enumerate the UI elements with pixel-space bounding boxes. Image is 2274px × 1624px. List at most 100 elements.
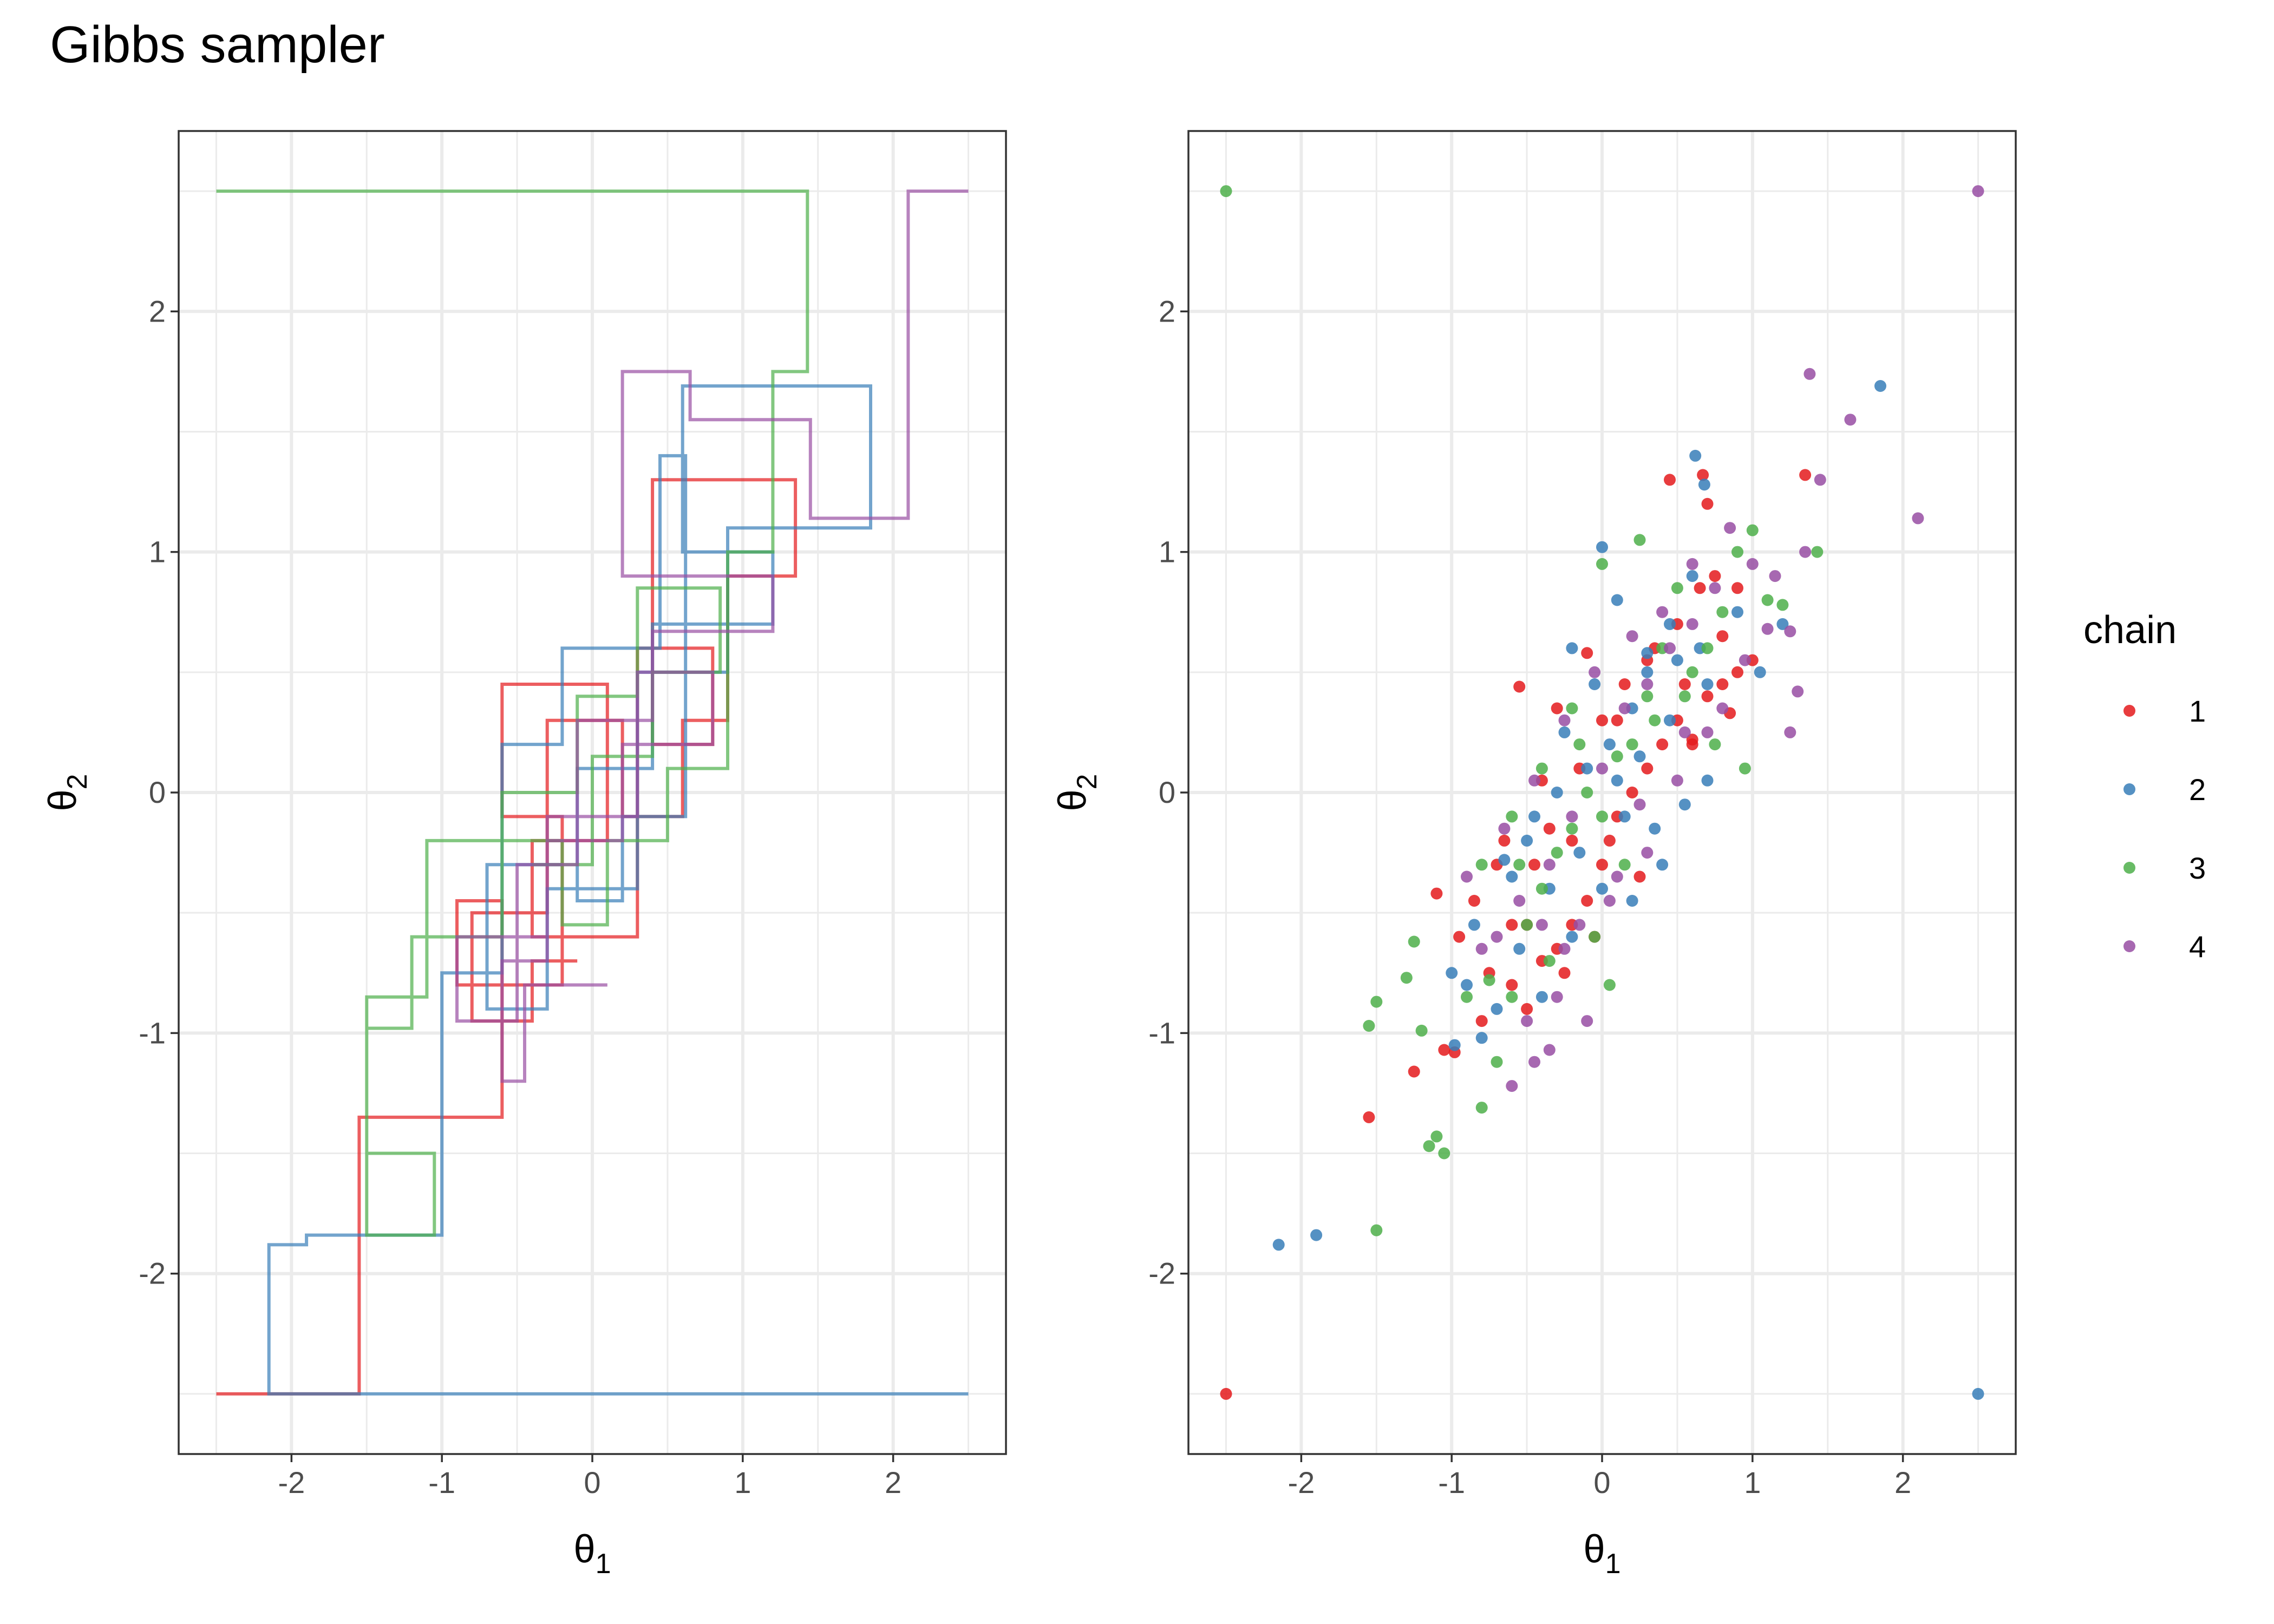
chain-1-point: [1656, 738, 1669, 751]
y-tick-label: 2: [149, 294, 166, 328]
chain-4-point: [1769, 570, 1781, 582]
chain-4-point: [1792, 685, 1804, 698]
chain-3-point: [1603, 979, 1616, 991]
legend-key-2: [2123, 783, 2135, 795]
chain-1-point: [1686, 734, 1698, 746]
y-axis-title: θ2: [1051, 774, 1103, 811]
chain-1-point: [1694, 582, 1706, 594]
chain-3-point: [1776, 599, 1789, 611]
chain-4-point: [1633, 798, 1646, 811]
chain-4-point: [1566, 810, 1578, 823]
chain-2-point: [1558, 726, 1571, 738]
chain-2-point: [1573, 847, 1586, 859]
chain-4-point: [1475, 942, 1488, 955]
x-tick-label: 2: [885, 1465, 901, 1499]
chain-3-point: [1709, 738, 1721, 751]
chain-4-point: [1912, 512, 1924, 525]
chain-4-point: [1603, 895, 1616, 907]
chain-4-trace: [455, 189, 969, 1083]
chain-1-point: [1603, 834, 1616, 847]
chain-1-point: [1506, 979, 1518, 991]
chain-1-point: [1475, 1015, 1488, 1027]
chain-2-point: [1972, 1387, 1984, 1400]
chain-1-point: [1701, 497, 1714, 510]
x-tick-label: 0: [1593, 1465, 1610, 1499]
chain-3-point: [1535, 882, 1548, 895]
trace-panel: -2 -1 0 1 2 -2 -1 0 1 2 θ1 θ2: [41, 130, 1007, 1580]
chain-3-point: [1573, 738, 1586, 751]
x-tick-label: 1: [734, 1465, 751, 1499]
chain-1-point: [1363, 1111, 1375, 1123]
chain-2-point: [1626, 895, 1638, 907]
chain-3-point: [1581, 787, 1593, 798]
legend-key-4: [2123, 940, 2135, 952]
chain-3-point: [1400, 972, 1413, 984]
chain-3-point: [1811, 546, 1824, 558]
chain-4-point: [1461, 870, 1473, 883]
chain-2-point: [1678, 798, 1691, 811]
chain-4-point: [1626, 630, 1638, 643]
chain-4-point: [1701, 726, 1714, 738]
chain-1-point: [1506, 919, 1518, 931]
chain-1-point: [1408, 1065, 1420, 1078]
chain-4-point: [1686, 618, 1698, 630]
chain-4-point: [1558, 714, 1571, 726]
chain-3-point: [1551, 847, 1563, 859]
x-tick-label: 1: [1744, 1465, 1761, 1499]
chain-2-point: [1475, 1032, 1488, 1044]
chain-2-point: [1310, 1229, 1323, 1241]
chain-4-point: [1596, 762, 1608, 775]
chain-3-point: [1363, 1020, 1375, 1032]
chain-3-point: [1596, 558, 1608, 570]
chain-2-point: [1618, 810, 1631, 823]
chain-3-point: [1626, 738, 1638, 751]
chain-4-point: [1724, 522, 1736, 534]
chain-2-point: [1698, 479, 1710, 491]
y-tick-label: 1: [1159, 535, 1175, 569]
chain-4-point: [1498, 822, 1511, 835]
chain-2-point: [1664, 714, 1676, 726]
chain-3-point: [1596, 810, 1608, 823]
axes: -2 -1 0 1 2 -2 -1 0 1 2 θ1 θ2: [41, 294, 901, 1580]
legend-title: chain: [2083, 608, 2177, 652]
chain-4-point: [1528, 1056, 1540, 1068]
y-tick-label: 0: [1159, 775, 1175, 809]
chain-3-point: [1611, 750, 1623, 763]
chain-3-point: [1408, 935, 1420, 948]
chain-3-point: [1701, 642, 1714, 654]
chain-2-point: [1468, 919, 1480, 931]
chain-3-point: [1618, 859, 1631, 871]
chain-2-point: [1491, 1003, 1503, 1015]
chain-1-point: [1716, 678, 1729, 690]
chain-3-point: [1461, 991, 1473, 1003]
y-axis-title: θ2: [41, 774, 93, 811]
chain-1-point: [1731, 582, 1743, 594]
chain-1-point: [1596, 859, 1608, 871]
chain-3-point: [1506, 991, 1518, 1003]
chain-1-point: [1453, 931, 1466, 943]
chain-2-point: [1528, 810, 1540, 823]
y-tick-label: 0: [149, 775, 166, 809]
chain-1-point: [1697, 469, 1709, 481]
chain-4-point: [1664, 642, 1676, 654]
chain-2-point: [1701, 678, 1714, 690]
chain-2-point: [1689, 449, 1702, 462]
y-tick-label: 2: [1159, 294, 1175, 328]
chain-1-point: [1551, 702, 1563, 715]
chain-1-point: [1664, 474, 1676, 486]
x-axis-title: θ1: [574, 1528, 611, 1580]
chain-1-point: [1731, 666, 1743, 678]
data-layer: [216, 189, 969, 1396]
chain-1-point: [1596, 714, 1608, 726]
chain-4-point: [1784, 625, 1796, 638]
x-tick-label: 0: [584, 1465, 600, 1499]
chain-2-point: [1566, 642, 1578, 654]
x-tick-label: -2: [278, 1465, 305, 1499]
chain-2-point: [1535, 991, 1548, 1003]
chain-1-point: [1626, 787, 1638, 798]
chain-3-point: [1535, 762, 1548, 775]
chain-4-point: [1746, 558, 1759, 570]
chain-1-point: [1611, 714, 1623, 726]
chain-4-point: [1589, 666, 1601, 678]
